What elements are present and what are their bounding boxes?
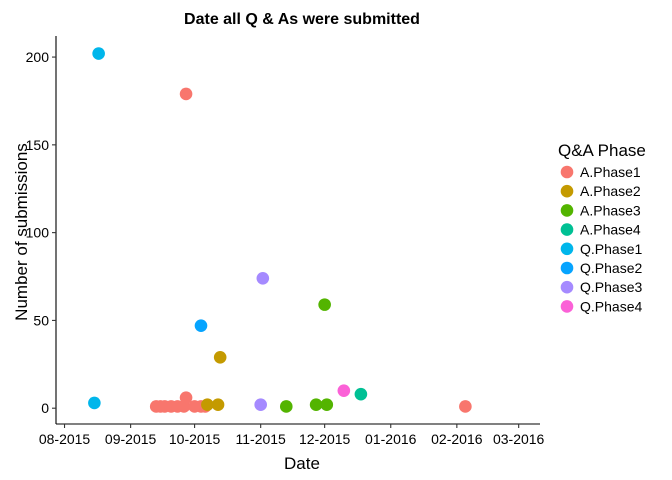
- legend-label: Q.Phase4: [580, 298, 642, 314]
- legend-title: Q&A Phase: [558, 141, 646, 160]
- data-point: [179, 87, 193, 101]
- legend-swatch: [560, 280, 574, 294]
- legend-swatch: [560, 184, 574, 198]
- y-tick-label: 150: [26, 137, 50, 153]
- y-axis-ticks: 0 50 100 150 200: [26, 49, 56, 416]
- legend-swatch: [560, 223, 574, 236]
- x-axis-ticks: 08-2015 09-2015 10-2015 11-2015 12-2015 01-20…: [39, 424, 545, 447]
- legend-swatch: [560, 300, 574, 313]
- data-point: [213, 350, 227, 364]
- x-tick-label: 02-2016: [431, 431, 483, 447]
- chart-title: Date all Q & As were submitted: [184, 11, 420, 28]
- data-points: [88, 47, 472, 413]
- data-point: [459, 400, 472, 413]
- x-tick-label: 10-2015: [169, 431, 221, 447]
- data-point: [88, 396, 101, 410]
- y-tick-label: 0: [41, 400, 49, 416]
- y-axis-title: Number of submissions: [12, 143, 31, 321]
- legend-label: Q.Phase2: [580, 260, 642, 276]
- x-tick-label: 09-2015: [105, 431, 157, 447]
- legend-items: A.Phase1 A.Phase2 A.Phase3 A.Phase4 Q.Phase1…: [560, 164, 642, 314]
- legend-label: Q.Phase3: [580, 279, 642, 295]
- legend: Q&A Phase A.Phase1A.Phase2A.Phase3A.Phas…: [558, 141, 646, 314]
- data-point: [309, 398, 323, 411]
- data-point: [279, 400, 293, 413]
- y-tick-label: 100: [26, 225, 50, 241]
- x-tick-label: 01-2016: [365, 431, 417, 447]
- legend-label: Q.Phase1: [580, 241, 642, 257]
- y-tick-label: 200: [26, 49, 50, 65]
- legend-swatch: [560, 165, 574, 179]
- legend-swatch: [560, 261, 574, 275]
- legend-label: A.Phase4: [580, 222, 641, 238]
- data-point: [318, 298, 331, 311]
- legend-swatch: [560, 242, 574, 256]
- y-tick-label: 50: [33, 312, 49, 328]
- x-tick-label: 11-2015: [236, 431, 287, 447]
- legend-swatch: [560, 204, 574, 217]
- plot-area: 0 50 100 150 200 08-2015 09-2015 10-2015 11-201…: [26, 36, 545, 447]
- data-point: [179, 391, 193, 404]
- data-point: [320, 398, 334, 411]
- legend-label: A.Phase2: [580, 183, 641, 199]
- data-point: [92, 47, 105, 60]
- data-point: [194, 319, 208, 332]
- data-point: [256, 271, 270, 285]
- legend-label: A.Phase1: [580, 164, 641, 180]
- x-tick-label: 08-2015: [39, 431, 91, 447]
- data-point: [201, 398, 214, 411]
- x-axis-title: Date: [284, 454, 320, 473]
- x-tick-label: 12-2015: [299, 431, 351, 447]
- legend-label: A.Phase3: [580, 202, 641, 218]
- data-point: [354, 387, 368, 401]
- data-point: [211, 398, 225, 411]
- data-point: [254, 398, 267, 411]
- data-point: [337, 384, 351, 397]
- x-tick-label: 03-2016: [493, 431, 545, 447]
